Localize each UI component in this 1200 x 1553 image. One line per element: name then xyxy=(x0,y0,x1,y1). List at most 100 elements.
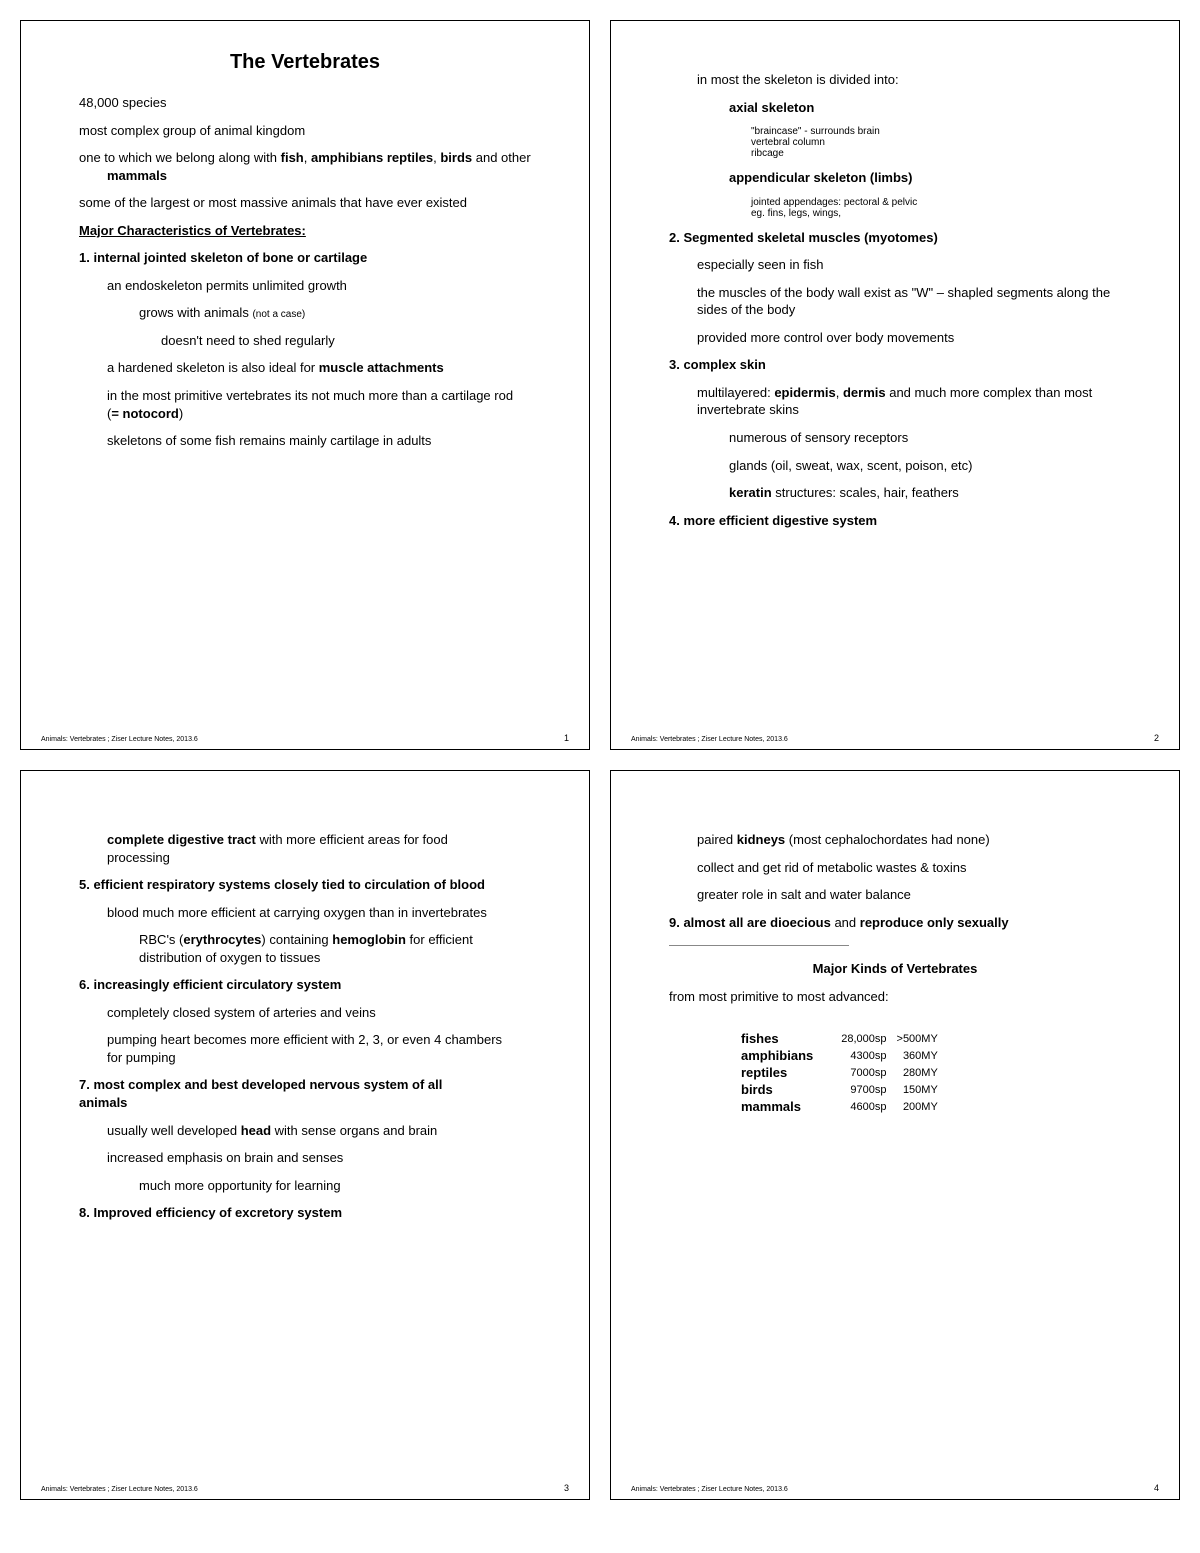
char-8c: greater role in salt and water balance xyxy=(641,886,1149,904)
page-footer: Animals: Vertebrates ; Ziser Lecture Not… xyxy=(631,733,1159,743)
char-2c: provided more control over body movement… xyxy=(641,329,1149,347)
text: ) xyxy=(179,406,183,421)
page-number: 4 xyxy=(1154,1483,1159,1493)
kinds-sub: from most primitive to most advanced: xyxy=(641,988,1149,1006)
append-2: eg. fins, legs, wings, xyxy=(641,208,1149,219)
kinds-table: fishes28,000sp>500MYamphibians4300sp360M… xyxy=(741,1031,948,1116)
page-2: in most the skeleton is divided into: ax… xyxy=(610,20,1180,750)
text: usually well developed xyxy=(107,1123,241,1138)
axial-1: "braincase" - surrounds brain xyxy=(641,126,1149,137)
major-characteristics-heading: Major Characteristics of Vertebrates: xyxy=(51,222,559,240)
kind-age: 360MY xyxy=(897,1048,948,1065)
text: fish xyxy=(281,150,304,165)
text: muscle attachments xyxy=(319,360,444,375)
page-footer: Animals: Vertebrates ; Ziser Lecture Not… xyxy=(41,1483,569,1493)
text: keratin xyxy=(729,485,772,500)
char-1b: grows with animals (not a case) xyxy=(51,304,559,322)
char-8a: paired kidneys (most cephalochordates ha… xyxy=(641,831,1149,849)
text: kidneys xyxy=(737,832,785,847)
text: mammals xyxy=(107,168,167,183)
char-2b: the muscles of the body wall exist as "W… xyxy=(641,284,1149,319)
footer-text: Animals: Vertebrates ; Ziser Lecture Not… xyxy=(41,1486,198,1493)
footer-text: Animals: Vertebrates ; Ziser Lecture Not… xyxy=(41,736,198,743)
text: = notocord xyxy=(111,406,179,421)
text: epidermis xyxy=(774,385,835,400)
doc-title: The Vertebrates xyxy=(51,51,559,74)
page-footer: Animals: Vertebrates ; Ziser Lecture Not… xyxy=(41,733,569,743)
belong-line: one to which we belong along with fish, … xyxy=(51,149,559,184)
table-row: mammals4600sp200MY xyxy=(741,1099,948,1116)
text: complete digestive tract xyxy=(107,832,256,847)
page-footer: Animals: Vertebrates ; Ziser Lecture Not… xyxy=(631,1483,1159,1493)
char-3b: numerous of sensory receptors xyxy=(641,429,1149,447)
char-3d: keratin structures: scales, hair, feathe… xyxy=(641,484,1149,502)
text: , xyxy=(836,385,843,400)
char-7: 7. most complex and best developed nervo… xyxy=(51,1076,559,1111)
kind-age: >500MY xyxy=(897,1031,948,1048)
char-4a: complete digestive tract with more effic… xyxy=(51,831,559,866)
char-3c: glands (oil, sweat, wax, scent, poison, … xyxy=(641,457,1149,475)
text: and other xyxy=(472,150,531,165)
char-1: 1. internal jointed skeleton of bone or … xyxy=(51,249,559,267)
species-count: 48,000 species xyxy=(51,94,559,112)
table-row: fishes28,000sp>500MY xyxy=(741,1031,948,1048)
char-1a: an endoskeleton permits unlimited growth xyxy=(51,277,559,295)
kind-species: 9700sp xyxy=(841,1082,896,1099)
text: birds xyxy=(440,150,472,165)
char-2a: especially seen in fish xyxy=(641,256,1149,274)
page-3: complete digestive tract with more effic… xyxy=(20,770,590,1500)
kind-age: 280MY xyxy=(897,1065,948,1082)
complex-group: most complex group of animal kingdom xyxy=(51,122,559,140)
char-1c: doesn't need to shed regularly xyxy=(51,332,559,350)
char-7b: increased emphasis on brain and senses xyxy=(51,1149,559,1167)
char-9: 9. almost all are dioecious and reproduc… xyxy=(641,914,1149,932)
pages-grid: The Vertebrates 48,000 species most comp… xyxy=(20,20,1180,1500)
footer-text: Animals: Vertebrates ; Ziser Lecture Not… xyxy=(631,736,788,743)
text: reproduce only sexually xyxy=(860,915,1009,930)
text: one to which we belong along with xyxy=(79,150,281,165)
text: (not a case) xyxy=(252,309,305,320)
char-5b: RBC's (erythrocytes) containing hemoglob… xyxy=(51,931,559,966)
page-4: paired kidneys (most cephalochordates ha… xyxy=(610,770,1180,1500)
char-5: 5. efficient respiratory systems closely… xyxy=(51,876,559,894)
table-row: amphibians4300sp360MY xyxy=(741,1048,948,1065)
char-6a: completely closed system of arteries and… xyxy=(51,1004,559,1022)
char-1f: skeletons of some fish remains mainly ca… xyxy=(51,432,559,450)
axial-2: vertebral column xyxy=(641,137,1149,148)
axial-3: ribcage xyxy=(641,148,1149,159)
char-6: 6. increasingly efficient circulatory sy… xyxy=(51,976,559,994)
text: dermis xyxy=(843,385,886,400)
text: RBC's ( xyxy=(139,932,183,947)
text: amphibians reptiles xyxy=(311,150,433,165)
text: paired xyxy=(697,832,737,847)
divider xyxy=(669,945,849,946)
char-1e: in the most primitive vertebrates its no… xyxy=(51,387,559,422)
text: hemoglobin xyxy=(332,932,406,947)
text: , xyxy=(304,150,311,165)
char-8b: collect and get rid of metabolic wastes … xyxy=(641,859,1149,877)
text: head xyxy=(241,1123,271,1138)
text: 9. almost all are dioecious xyxy=(669,915,831,930)
kind-name: fishes xyxy=(741,1031,841,1048)
axial-heading: axial skeleton xyxy=(641,99,1149,117)
text: (most cephalochordates had none) xyxy=(785,832,990,847)
char-3a: multilayered: epidermis, dermis and much… xyxy=(641,384,1149,419)
kind-age: 200MY xyxy=(897,1099,948,1116)
char-7a: usually well developed head with sense o… xyxy=(51,1122,559,1140)
text: a hardened skeleton is also ideal for xyxy=(107,360,319,375)
kind-species: 7000sp xyxy=(841,1065,896,1082)
page-number: 1 xyxy=(564,733,569,743)
appendicular-heading: appendicular skeleton (limbs) xyxy=(641,169,1149,187)
kind-species: 4600sp xyxy=(841,1099,896,1116)
table-row: birds9700sp150MY xyxy=(741,1082,948,1099)
char-3: 3. complex skin xyxy=(641,356,1149,374)
char-6b: pumping heart becomes more efficient wit… xyxy=(51,1031,559,1066)
char-5a: blood much more efficient at carrying ox… xyxy=(51,904,559,922)
table-row: reptiles7000sp280MY xyxy=(741,1065,948,1082)
kind-name: mammals xyxy=(741,1099,841,1116)
text: grows with animals xyxy=(139,305,252,320)
kind-age: 150MY xyxy=(897,1082,948,1099)
text: ) containing xyxy=(261,932,332,947)
char-2: 2. Segmented skeletal muscles (myotomes) xyxy=(641,229,1149,247)
kind-name: birds xyxy=(741,1082,841,1099)
